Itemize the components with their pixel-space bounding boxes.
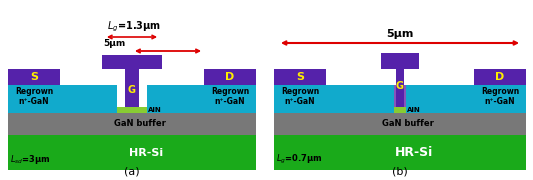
Bar	[102, 55, 162, 69]
Text: Regrown
n⁺-GaN: Regrown n⁺-GaN	[481, 87, 519, 106]
Text: G: G	[396, 81, 404, 91]
Bar	[8, 69, 60, 85]
Bar	[381, 53, 419, 69]
Bar	[204, 69, 256, 85]
Text: S: S	[30, 72, 38, 82]
Text: $\mathit{L}_{sd}$=3μm: $\mathit{L}_{sd}$=3μm	[10, 153, 51, 166]
Text: D: D	[225, 72, 235, 82]
Text: S: S	[296, 72, 304, 82]
Bar	[274, 135, 526, 170]
Bar	[274, 113, 526, 135]
Text: GaN buffer: GaN buffer	[114, 120, 166, 129]
Text: Regrown
n⁺-GaN: Regrown n⁺-GaN	[281, 87, 319, 106]
Bar	[274, 69, 326, 85]
Text: $\mathit{L}_g$=0.7μm: $\mathit{L}_g$=0.7μm	[276, 153, 322, 166]
Text: Regrown
n⁺-GaN: Regrown n⁺-GaN	[211, 87, 249, 106]
Text: D: D	[495, 72, 505, 82]
Text: 5μm: 5μm	[103, 39, 125, 48]
Bar	[394, 85, 406, 113]
Bar	[8, 135, 256, 170]
Bar	[8, 113, 256, 135]
Bar	[125, 69, 139, 107]
Text: G: G	[128, 85, 136, 95]
Text: AlN: AlN	[148, 107, 161, 113]
Bar	[117, 107, 147, 113]
Bar	[396, 69, 404, 107]
Text: HR-Si: HR-Si	[129, 147, 163, 158]
Bar	[117, 85, 147, 113]
Bar	[474, 69, 526, 85]
Text: Regrown
n⁺-GaN: Regrown n⁺-GaN	[15, 87, 53, 106]
Text: (b): (b)	[392, 167, 408, 177]
Text: GaN buffer: GaN buffer	[382, 120, 434, 129]
Text: $\mathit{L}_g$=1.3μm: $\mathit{L}_g$=1.3μm	[107, 20, 161, 34]
Bar	[394, 107, 406, 113]
Bar	[8, 85, 256, 113]
Bar	[274, 85, 526, 113]
Text: 5μm: 5μm	[386, 29, 414, 39]
Text: (a): (a)	[124, 167, 140, 177]
Text: HR-Si: HR-Si	[395, 146, 433, 159]
Text: AlN: AlN	[407, 107, 421, 113]
